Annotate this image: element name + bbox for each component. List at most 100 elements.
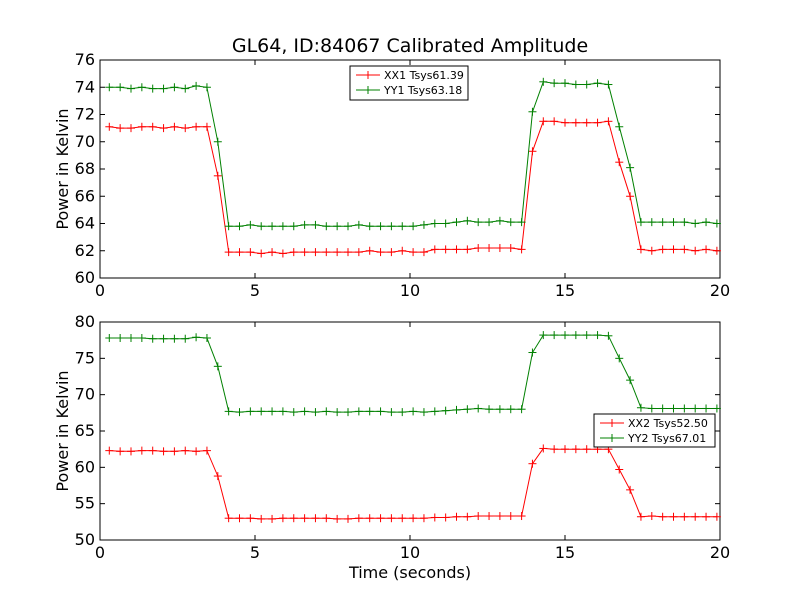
data-point [582, 80, 591, 89]
data-point [604, 80, 613, 89]
data-point [495, 216, 504, 225]
data-point [474, 218, 483, 227]
data-point [485, 244, 494, 253]
series-line [109, 334, 717, 413]
data-point [680, 245, 689, 254]
data-point [593, 79, 602, 88]
legend-label: YY1 Tsys63.18 [383, 84, 462, 97]
data-point [224, 514, 233, 523]
legend-label: XX2 Tsys52.50 [628, 417, 708, 430]
y-tick-label: 80 [75, 312, 95, 331]
data-point [170, 334, 179, 343]
data-point [300, 407, 309, 416]
data-point [159, 124, 168, 133]
data-point [452, 405, 461, 414]
data-point [344, 222, 352, 231]
chart-title: GL64, ID:84067 Calibrated Amplitude [232, 35, 588, 57]
data-point [257, 222, 266, 231]
data-point [148, 334, 157, 343]
data-point [712, 404, 721, 413]
chart-panel-2: 0 5 10 15 20 50 55 60 65 70 75 80 Power in Kelvin Tim… [53, 312, 730, 582]
data-point [702, 512, 711, 521]
data-point [506, 512, 515, 521]
data-point [561, 118, 569, 127]
data-point [539, 77, 548, 86]
data-point [593, 331, 602, 340]
data-point [387, 514, 396, 523]
data-point [539, 117, 548, 126]
data-point [495, 512, 504, 521]
data-point [181, 84, 190, 93]
series-1 [105, 444, 721, 523]
y-tick-label: 70 [75, 132, 95, 151]
data-point [528, 107, 537, 116]
data-point [116, 83, 125, 92]
data-point [561, 445, 569, 454]
series-2 [105, 331, 721, 417]
x-tick-label: 15 [555, 543, 575, 562]
data-point [202, 83, 211, 92]
data-point [159, 334, 168, 343]
data-point [452, 218, 461, 227]
data-point [137, 333, 146, 342]
data-point [376, 407, 385, 416]
data-point [289, 222, 298, 231]
data-point [289, 248, 298, 257]
legend: XX1 Tsys61.39 YY1 Tsys63.18 [349, 65, 469, 101]
data-point [376, 248, 385, 257]
data-point [495, 405, 504, 414]
data-point [626, 376, 635, 385]
data-point [604, 117, 613, 126]
data-point [571, 445, 580, 454]
data-point [430, 245, 439, 254]
data-point [224, 222, 233, 231]
data-point [441, 219, 450, 228]
data-point [137, 122, 146, 131]
data-point [495, 244, 504, 253]
data-point [463, 216, 472, 225]
legend-entry: XX2 Tsys52.50 [600, 417, 708, 430]
data-point [170, 83, 179, 92]
data-point [398, 222, 407, 231]
x-tick-label: 20 [710, 281, 730, 300]
data-point [658, 245, 667, 254]
data-point [463, 405, 472, 414]
data-point [235, 408, 244, 417]
data-point [235, 222, 244, 231]
data-point [311, 220, 320, 229]
data-point [181, 446, 190, 455]
data-point [376, 222, 385, 231]
data-point [127, 124, 135, 133]
data-point [300, 514, 309, 523]
data-point [387, 222, 396, 231]
data-point [398, 408, 407, 417]
data-point [387, 408, 396, 417]
data-point [148, 84, 157, 93]
data-point [593, 118, 602, 127]
data-point [116, 124, 125, 133]
data-point [268, 407, 277, 416]
data-point [669, 404, 678, 413]
data-point [669, 512, 678, 521]
series-line [109, 81, 717, 227]
data-point [506, 405, 515, 414]
data-point [246, 248, 255, 257]
data-point [702, 218, 711, 227]
data-point [192, 447, 201, 456]
y-tick-label: 60 [75, 268, 95, 287]
data-point [202, 333, 211, 342]
data-point [615, 465, 624, 474]
data-point [582, 445, 591, 454]
data-point [604, 331, 613, 340]
y-tick-label: 50 [75, 530, 95, 549]
data-point [702, 404, 711, 413]
data-point [289, 408, 298, 417]
data-point [105, 446, 114, 455]
data-point [582, 118, 591, 127]
data-point [647, 512, 656, 521]
data-point [539, 331, 548, 340]
data-point [127, 84, 135, 93]
data-point [311, 248, 320, 257]
data-point [647, 404, 656, 413]
data-point [137, 83, 146, 92]
